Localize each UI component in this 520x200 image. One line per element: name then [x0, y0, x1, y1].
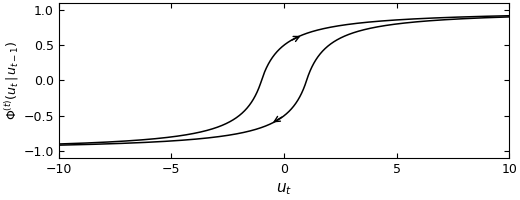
X-axis label: $u_t$: $u_t$	[276, 182, 292, 197]
Y-axis label: $\Phi^{(t)}(u_t\,|\,u_{t-1})$: $\Phi^{(t)}(u_t\,|\,u_{t-1})$	[3, 41, 21, 120]
